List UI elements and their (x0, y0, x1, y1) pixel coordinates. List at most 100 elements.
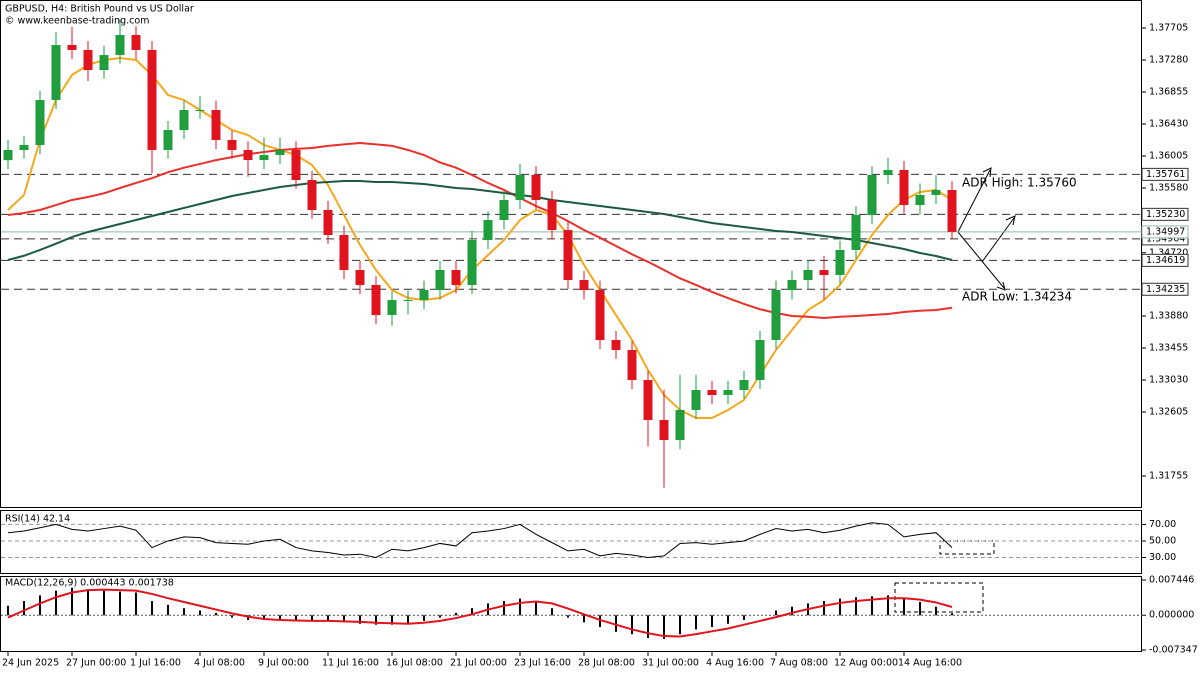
macd-bar (39, 595, 41, 616)
level-label: 1.34619 (1146, 255, 1185, 266)
candle-body (163, 130, 173, 150)
candle-body (659, 419, 669, 441)
moving-average (7, 180, 953, 261)
arrows (894, 167, 1016, 613)
candle-body (435, 269, 445, 291)
candle-body (803, 269, 813, 281)
macd-bar (935, 606, 937, 616)
macd-bar (215, 612, 217, 616)
y-tick-label: 1.37280 (1149, 55, 1188, 66)
macd-bar (727, 615, 729, 624)
candle-body (339, 234, 349, 270)
candle-body (931, 189, 941, 196)
x-tick-label: 11 Jul 16:00 (322, 658, 379, 669)
macd-bar (103, 590, 105, 616)
macd-bar (711, 615, 713, 628)
candle-body (819, 269, 829, 275)
macd-bar (439, 615, 441, 618)
macd-bar (343, 615, 345, 623)
candle-body (883, 170, 893, 175)
candle-body (323, 209, 333, 235)
y-tick-label: 1.36005 (1149, 151, 1188, 162)
macd-bar (535, 601, 537, 616)
candle-body (19, 145, 29, 150)
candle-body (147, 49, 157, 150)
macd-bar (887, 595, 889, 616)
macd-bar (391, 615, 393, 625)
macd-bar (615, 615, 617, 632)
chart-title: GBPUSD, H4: British Pound vs US Dollar (5, 4, 194, 15)
macd-bar (295, 615, 297, 622)
macd-bar (263, 615, 265, 620)
macd-bar (551, 608, 553, 616)
candle-body (867, 174, 877, 215)
y-tick-label: 70.00 (1149, 519, 1176, 530)
candle-body (771, 290, 781, 341)
macd-bar (503, 601, 505, 616)
current-price-label: 1.34997 (1146, 226, 1185, 237)
candle-body (723, 390, 733, 395)
candle-body (531, 174, 541, 200)
candle-body (755, 340, 765, 381)
candle-body (83, 49, 93, 71)
rsi-line (7, 522, 953, 559)
level-tag (1141, 282, 1189, 296)
candle-body (515, 174, 525, 200)
x-tick-label: 7 Aug 08:00 (770, 658, 828, 669)
candle-body (115, 35, 125, 56)
macd-bar (871, 596, 873, 616)
macd-panel (0, 576, 1142, 652)
macd-bar (119, 591, 121, 616)
x-tick-label: 9 Jul 00:00 (258, 658, 309, 669)
y-tick-label: 1.33455 (1149, 343, 1188, 354)
macd-bar (823, 601, 825, 616)
macd-bar (631, 615, 633, 635)
candle-body (35, 99, 45, 146)
candle-body (307, 180, 317, 210)
candle-body (499, 199, 509, 221)
macd-bar (55, 590, 57, 616)
arrowhead (996, 281, 1006, 291)
candle-body (419, 290, 429, 300)
arrow (957, 169, 991, 233)
x-tick-label: 23 Jul 16:00 (514, 658, 571, 669)
macd-title: MACD(12,26,9) 0.000443 0.001738 (5, 578, 174, 589)
candle-body (563, 230, 573, 281)
candle-body (291, 149, 301, 181)
macd-bar (663, 615, 665, 639)
x-tick-label: 21 Jul 00:00 (450, 658, 507, 669)
rsi-box (939, 540, 995, 555)
macd-bar (71, 587, 73, 616)
macd-bar (791, 606, 793, 616)
candle-body (3, 149, 13, 161)
macd-bar (839, 598, 841, 616)
candle-body (371, 284, 381, 316)
macd-bar (647, 615, 649, 638)
level-label: 1.35761 (1146, 169, 1185, 180)
candle-body (947, 189, 957, 232)
level-label: 1.34904 (1146, 233, 1185, 244)
candle-body (611, 340, 621, 350)
macd-box (894, 582, 984, 613)
candle-body (67, 45, 77, 50)
macd-bar (455, 612, 457, 616)
current-price-tag (1141, 225, 1189, 239)
y-tick-label: 1.32605 (1149, 407, 1188, 418)
macd-bar (167, 604, 169, 616)
x-tick-label: 27 Jun 00:00 (66, 658, 126, 669)
candle-body (99, 55, 109, 71)
y-tick-label: -0.007347 (1149, 645, 1198, 656)
x-tick-label: 24 Jun 2025 (2, 658, 59, 669)
annotation: ADR High: 1.35760 (962, 176, 1077, 190)
y-tick-label: 1.36430 (1149, 119, 1188, 130)
candle-body (835, 249, 845, 275)
macd-bar (743, 615, 745, 620)
macd-bar (919, 601, 921, 616)
level-label: 1.35230 (1146, 209, 1185, 220)
candle-body (707, 390, 717, 395)
macd-bar (231, 615, 233, 618)
candle-body (915, 195, 925, 206)
y-tick-label: 50.00 (1149, 535, 1176, 546)
y-tick-label: 1.33030 (1149, 375, 1188, 386)
